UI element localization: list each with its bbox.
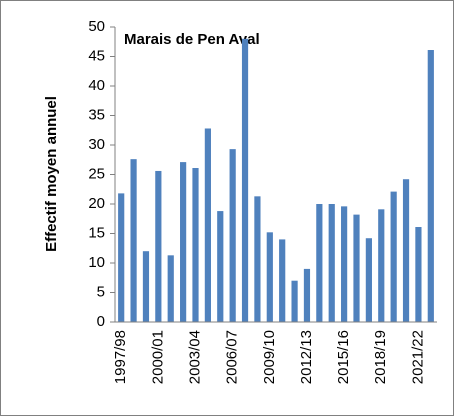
bar [328, 204, 335, 322]
bar [415, 227, 422, 322]
bar [291, 280, 298, 322]
y-tick-label: 50 [88, 18, 105, 35]
y-tick-label: 10 [88, 254, 105, 271]
bar [130, 159, 137, 322]
bar [303, 268, 311, 322]
bar [142, 251, 150, 322]
x-tick-label: 2003/04 [186, 330, 203, 384]
x-tick-label: 2012/13 [298, 330, 315, 384]
y-tick-label: 30 [88, 136, 105, 153]
y-tick-label: 15 [88, 224, 105, 241]
bar [254, 196, 261, 322]
bar [279, 239, 286, 322]
x-tick-label: 2021/22 [409, 330, 426, 384]
y-tick-label: 0 [97, 313, 105, 330]
x-tick-label: 2018/19 [372, 330, 389, 384]
y-tick-label: 40 [88, 77, 105, 94]
bar [155, 170, 162, 322]
bar [341, 206, 348, 322]
y-tick-label: 25 [88, 165, 105, 182]
y-tick-label: 45 [88, 47, 105, 64]
bar [180, 162, 187, 322]
bar [192, 168, 199, 322]
x-tick-label: 2015/16 [335, 330, 352, 384]
bar [365, 238, 372, 322]
bar [266, 232, 273, 322]
bar [353, 214, 360, 322]
y-tick-label: 5 [97, 283, 105, 300]
x-tick-label: 1997/98 [112, 330, 129, 384]
y-tick-label: 20 [88, 195, 105, 212]
bar [241, 38, 249, 323]
x-tick-label: 2006/07 [224, 330, 241, 384]
x-tick-label: 2000/01 [149, 330, 166, 384]
chart-title: Marais de Pen Aval [124, 31, 260, 48]
bar [378, 209, 385, 322]
bar [204, 128, 211, 322]
bar [229, 149, 236, 322]
bar [118, 193, 125, 322]
bar [217, 211, 224, 322]
bar [402, 179, 410, 322]
y-tick-label: 35 [88, 106, 105, 123]
bar [390, 191, 397, 322]
bar [167, 255, 174, 322]
bar [316, 204, 323, 322]
y-axis-label: Effectif moyen annuel [43, 96, 60, 252]
x-tick-label: 2009/10 [261, 330, 278, 384]
bar [427, 50, 434, 322]
